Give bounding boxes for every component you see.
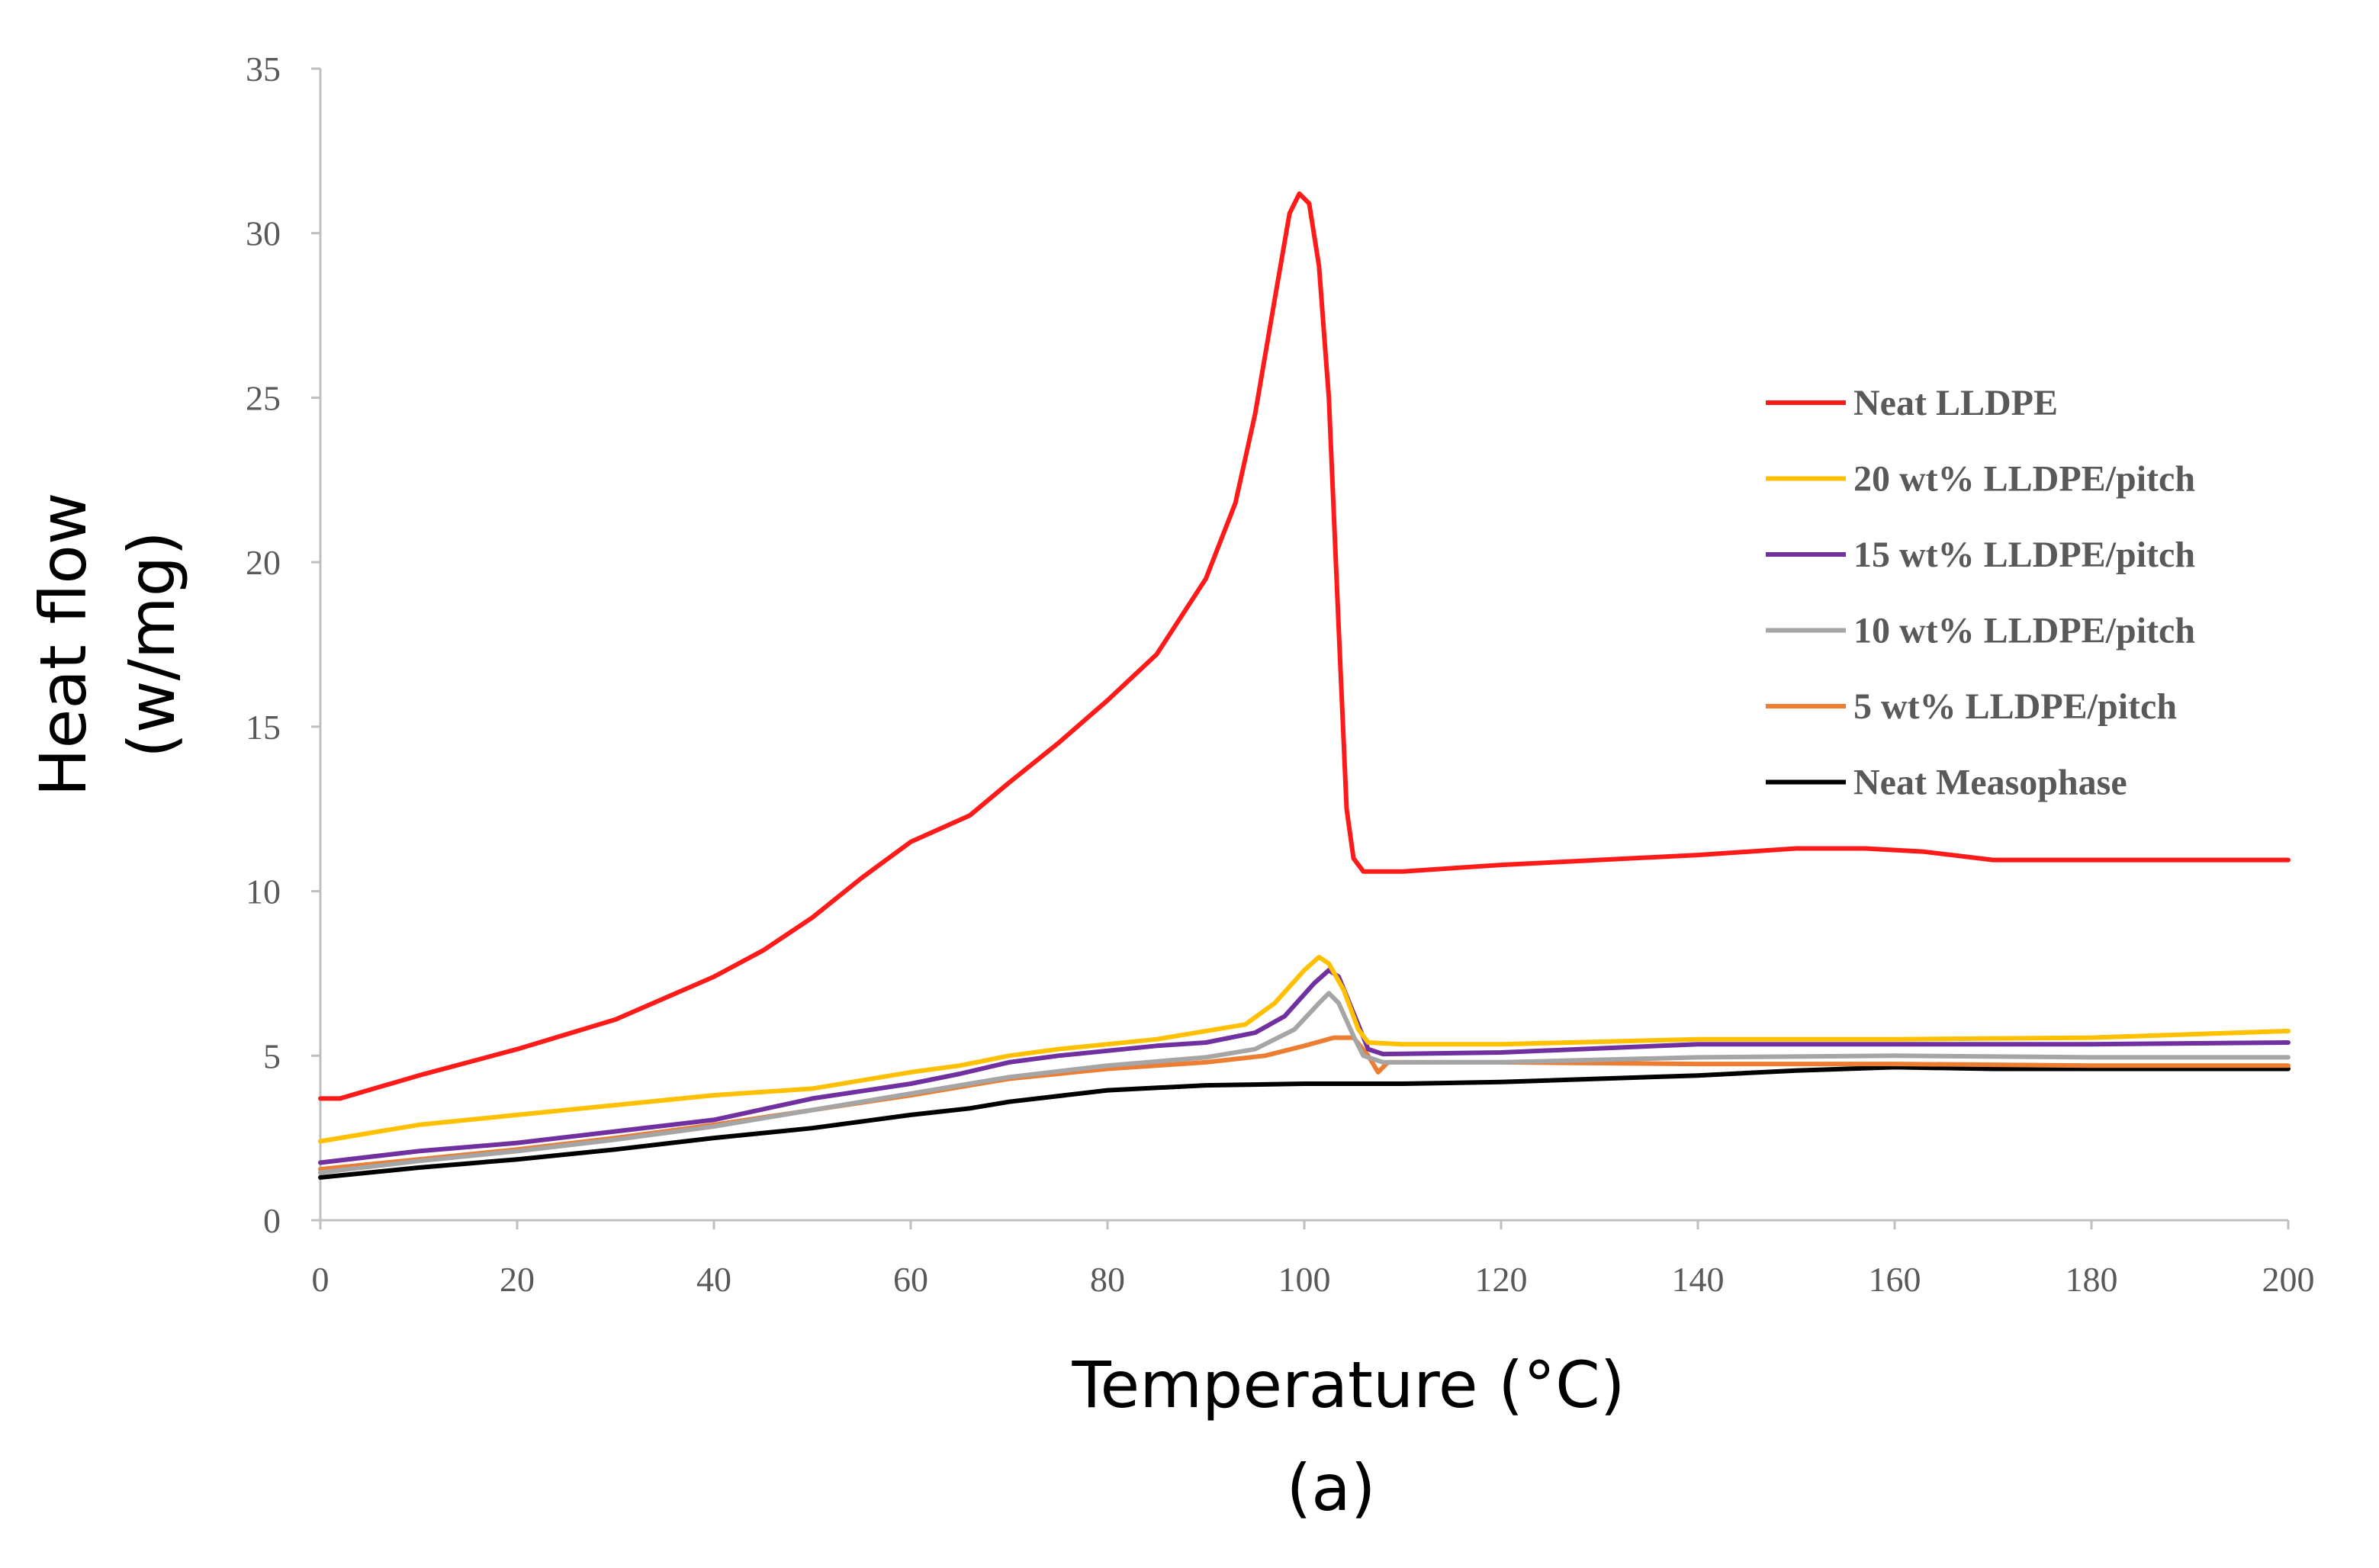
y-tick-label: 35 xyxy=(246,50,281,88)
y-tick-label: 20 xyxy=(246,543,281,582)
series-line-20-wt-lldpe-pitch xyxy=(318,954,2291,1144)
y-tick-label: 30 xyxy=(246,214,281,253)
x-ticks: 0 20 40 60 80 100 120 140 160 180 200 xyxy=(312,1220,2315,1299)
x-axis-title: Temperature (°C) xyxy=(1072,1348,1625,1422)
series-line-neat-measophase xyxy=(318,1065,2291,1180)
legend-label-15-wt-lldpe-pitch: 15 wt% LLDPE/pitch xyxy=(1853,535,2195,575)
y-tick-label: 0 xyxy=(263,1201,281,1240)
x-tick-label: 100 xyxy=(1278,1260,1331,1299)
legend-label-10-wt-lldpe-pitch: 10 wt% LLDPE/pitch xyxy=(1853,611,2195,651)
y-tick-label: 15 xyxy=(246,708,281,747)
x-tick-label: 80 xyxy=(1090,1260,1125,1299)
x-tick-label: 160 xyxy=(1869,1260,1921,1299)
y-tick-label: 25 xyxy=(246,378,281,417)
x-tick-label: 20 xyxy=(500,1260,535,1299)
legend: Neat LLDPE 20 wt% LLDPE/pitch 15 wt% LLDPE… xyxy=(1766,383,2195,803)
x-tick-label: 0 xyxy=(312,1260,330,1299)
x-tick-label: 60 xyxy=(893,1260,928,1299)
series-line-neat-lldpe xyxy=(318,191,2291,1101)
series-line-10-wt-lldpe-pitch xyxy=(318,991,2291,1175)
y-ticks: 0 5 10 15 20 25 30 35 xyxy=(246,50,320,1240)
legend-label-5-wt-lldpe-pitch: 5 wt% LLDPE/pitch xyxy=(1853,686,2177,727)
legend-label-neat-measophase: Neat Measophase xyxy=(1853,763,2127,803)
y-tick-label: 10 xyxy=(246,872,281,911)
x-tick-label: 40 xyxy=(696,1260,731,1299)
legend-label-neat-lldpe: Neat LLDPE xyxy=(1853,383,2058,423)
y-axis-title-line2: (w/mg) xyxy=(114,531,189,758)
y-tick-label: 5 xyxy=(263,1036,281,1075)
legend-label-20-wt-lldpe-pitch: 20 wt% LLDPE/pitch xyxy=(1853,459,2195,500)
series-line-15-wt-lldpe-pitch xyxy=(318,968,2291,1165)
x-tick-label: 200 xyxy=(2262,1260,2315,1299)
series-lines xyxy=(318,191,2291,1180)
x-tick-label: 140 xyxy=(1672,1260,1725,1299)
x-tick-label: 120 xyxy=(1475,1260,1528,1299)
figure-caption: (a) xyxy=(1286,1451,1375,1525)
x-tick-label: 180 xyxy=(2066,1260,2118,1299)
y-axis-title-line1: Heat flow xyxy=(26,493,101,797)
